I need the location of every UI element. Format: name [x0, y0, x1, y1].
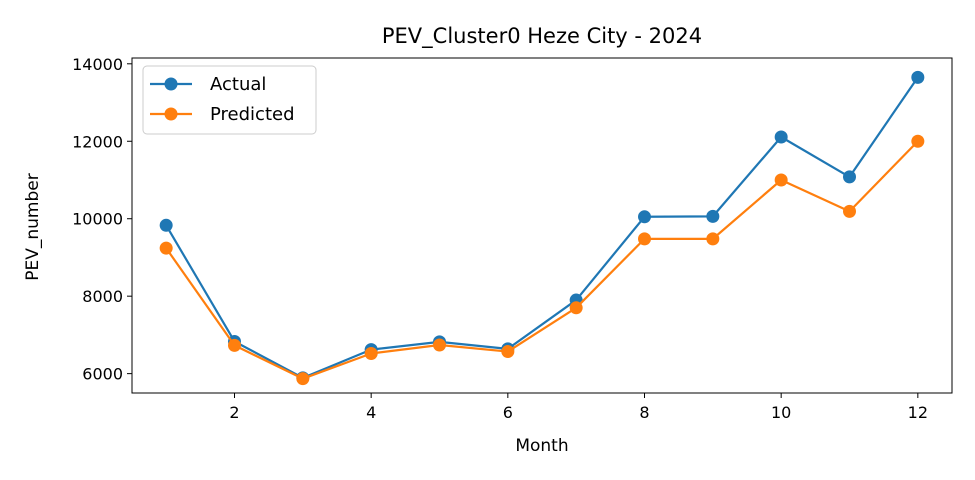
data-point [296, 372, 310, 386]
plot-area [131, 57, 953, 394]
data-point [911, 70, 925, 84]
y-axis-label: PEV_number [23, 173, 43, 280]
data-point [228, 338, 241, 352]
y-tick-label: 12000 [72, 132, 123, 151]
legend-label: Predicted [210, 104, 295, 125]
legend-item-predicted: Predicted [150, 104, 295, 125]
series-line [165, 140, 919, 380]
x-tick-label: 12 [908, 403, 928, 422]
data-point [638, 210, 651, 224]
x-tick-label: 8 [639, 403, 649, 422]
data-point [569, 301, 583, 315]
series-predicted [159, 134, 925, 386]
y-tick-label: 6000 [82, 365, 123, 384]
data-point [433, 338, 446, 352]
x-axis-label: Month [515, 436, 568, 456]
chart-title: PEV_Cluster0 Heze City - 2024 [382, 24, 702, 49]
x-tick-label: 10 [771, 403, 791, 422]
data-point [159, 241, 173, 255]
data-point [774, 130, 788, 144]
legend: Actual Predicted [142, 65, 317, 135]
series-layer [159, 70, 925, 386]
y-axis: 6000 8000 10000 12000 14000 [72, 55, 132, 384]
data-point [159, 218, 173, 232]
data-point [706, 232, 720, 246]
legend-item-actual: Actual [150, 74, 266, 95]
y-tick-label: 10000 [72, 210, 123, 229]
x-tick-label: 4 [366, 403, 376, 422]
x-tick-label: 2 [229, 403, 239, 422]
plot-frame [131, 57, 953, 394]
x-axis: 2 4 6 8 10 12 [229, 393, 928, 422]
series-line [165, 76, 919, 379]
data-point [706, 209, 720, 223]
legend-label: Actual [210, 74, 266, 95]
y-tick-label: 8000 [82, 287, 123, 306]
data-point [364, 346, 378, 360]
data-point [911, 134, 925, 148]
y-tick-label: 14000 [72, 55, 123, 74]
data-point [774, 173, 788, 187]
data-point [843, 204, 856, 218]
legend-marker [164, 77, 178, 91]
legend-marker [164, 107, 178, 121]
data-point [843, 170, 856, 184]
data-point [638, 232, 651, 246]
data-point [501, 345, 515, 359]
x-tick-label: 6 [503, 403, 513, 422]
